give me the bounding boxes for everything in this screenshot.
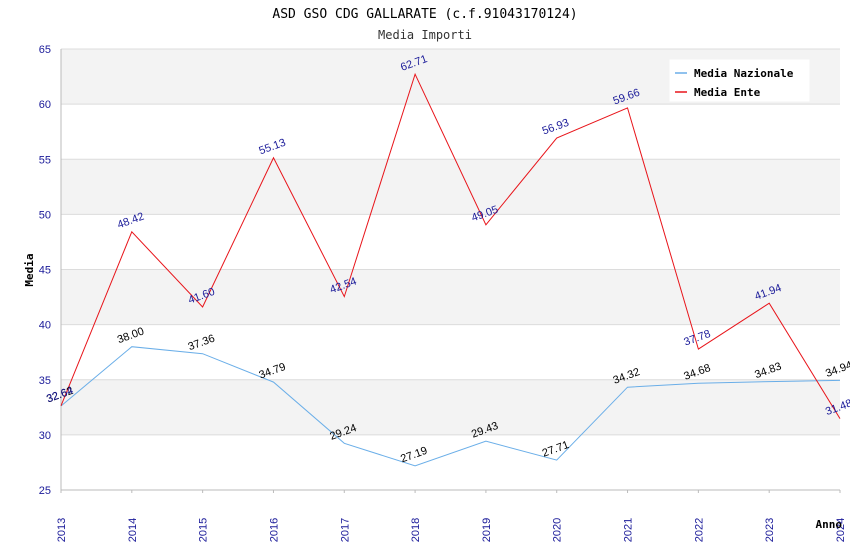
plot-background <box>61 49 840 490</box>
x-tick-label: 2020 <box>552 518 564 542</box>
y-tick-label: 30 <box>39 430 51 442</box>
x-tick-label: 2023 <box>764 518 776 542</box>
series-line-media-nazionale <box>60 346 841 467</box>
x-tick-label: 2019 <box>481 518 493 542</box>
x-tick-label: 2015 <box>198 518 210 542</box>
x-tick-label: 2014 <box>127 518 139 542</box>
series-line-media-ente <box>60 72 841 419</box>
plot-band <box>61 104 840 160</box>
plot-band <box>61 159 840 215</box>
x-tick-label: 2022 <box>693 518 705 542</box>
x-tick-label: 2016 <box>268 518 280 542</box>
y-tick-label: 40 <box>39 320 51 332</box>
y-tick-label: 60 <box>39 99 51 111</box>
series-lines <box>60 72 841 467</box>
axes <box>60 49 840 491</box>
plot-band <box>61 214 840 270</box>
y-axis-ticks: 25 30 35 40 45 50 55 60 65 <box>39 44 51 497</box>
y-tick-label: 55 <box>39 154 51 166</box>
legend-label: Media Ente <box>694 86 761 99</box>
legend: Media Nazionale Media Ente <box>669 59 810 102</box>
plot-band <box>61 269 840 325</box>
chart-subtitle: Media Importi <box>378 28 472 42</box>
y-tick-label: 65 <box>39 44 51 56</box>
x-tick-label: 2021 <box>623 518 635 542</box>
plot-band <box>61 434 840 490</box>
legend-label: Media Nazionale <box>694 67 794 80</box>
plot-band <box>61 379 840 435</box>
y-tick-label: 45 <box>39 265 51 277</box>
x-tick-label: 2017 <box>339 518 351 542</box>
x-tick-label: 2024 <box>835 518 847 542</box>
x-axis-label: Anno <box>816 518 843 531</box>
y-tick-label: 25 <box>39 485 51 497</box>
y-tick-label: 35 <box>39 375 51 387</box>
x-tick-label: 2018 <box>410 518 422 542</box>
chart-title: ASD GSO CDG GALLARATE (c.f.91043170124) <box>272 7 577 22</box>
x-tick-label: 2013 <box>56 518 68 542</box>
legend-box <box>669 59 810 102</box>
y-axis-label: Media <box>23 253 36 286</box>
x-axis-ticks: 2013 2014 2015 2016 2017 2018 2019 2020 2021 2022… <box>56 490 847 542</box>
y-tick-label: 50 <box>39 209 51 221</box>
